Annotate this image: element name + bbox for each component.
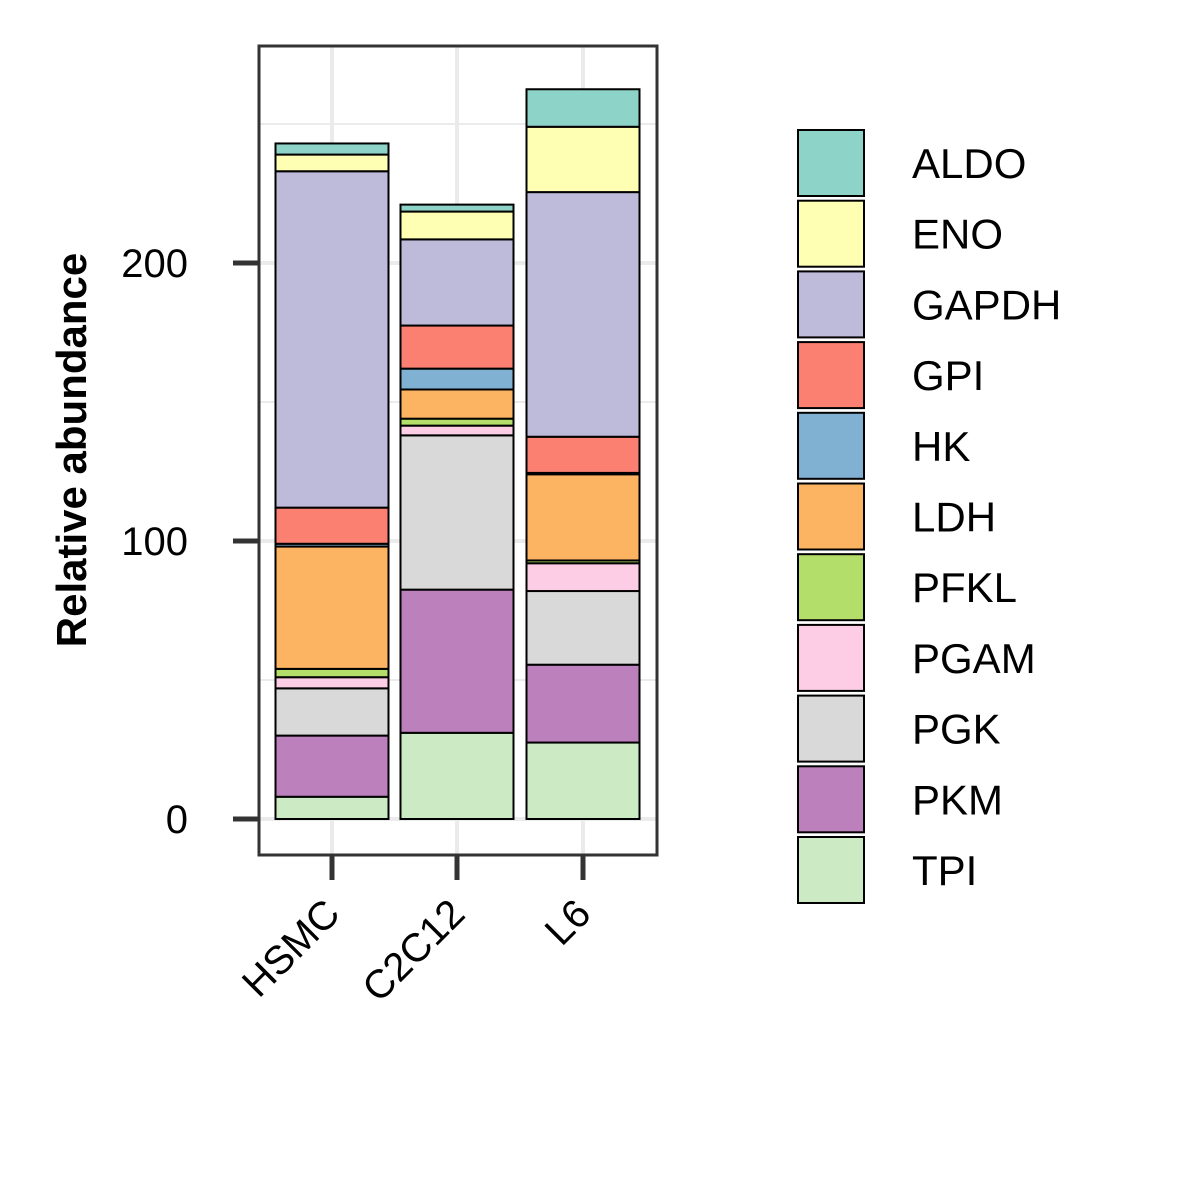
bar-segment-pgk-hsmc <box>274 687 390 737</box>
bar-segment-pgk-l6 <box>525 590 641 666</box>
legend-swatch <box>797 129 865 197</box>
legend: ALDO ENO GAPDH GPI HK LDH PFKL PGAM PGK PKM TPI <box>797 129 1061 904</box>
bar-segment-gpi-hsmc <box>274 506 390 545</box>
bar-segment-aldo-c2c12 <box>399 203 515 213</box>
bar-segment-hk-c2c12 <box>399 367 515 391</box>
legend-label: PGK <box>912 706 1001 753</box>
bar-segment-ldh-l6 <box>525 473 641 562</box>
bar-stack-l6 <box>525 88 641 820</box>
legend-swatch <box>797 623 865 692</box>
bar-segment-gapdh-hsmc <box>274 170 390 509</box>
legend-label: GPI <box>912 352 984 399</box>
bar-stack-hsmc <box>274 142 390 821</box>
bar-segment-pfkl-c2c12 <box>399 417 515 427</box>
legend-swatch <box>797 411 865 480</box>
legend-label: PFKL <box>912 564 1017 611</box>
bar-segment-eno-c2c12 <box>399 210 515 241</box>
x-tick-label: C2C12 <box>354 891 473 1010</box>
bar-segment-gapdh-c2c12 <box>399 238 515 327</box>
legend-item-ldh: LDH <box>797 482 996 551</box>
legend-swatch <box>797 482 865 551</box>
bar-segment-aldo-l6 <box>525 88 641 128</box>
legend-label: ALDO <box>912 140 1026 187</box>
bar-segment-ldh-hsmc <box>274 545 390 670</box>
bar-segment-aldo-hsmc <box>274 142 390 156</box>
legend-swatch <box>797 199 865 268</box>
legend-item-eno: ENO <box>797 199 1003 268</box>
legend-swatch <box>797 765 865 834</box>
legend-item-aldo: ALDO <box>797 129 1026 197</box>
bar-segment-eno-l6 <box>525 125 641 194</box>
legend-label: ENO <box>912 211 1003 258</box>
legend-swatch <box>797 694 865 763</box>
bar-segment-tpi-l6 <box>525 741 641 820</box>
legend-item-gpi: GPI <box>797 341 984 410</box>
legend-label: TPI <box>912 847 977 894</box>
bar-stacks <box>274 88 641 821</box>
legend-item-gapdh: GAPDH <box>797 270 1061 339</box>
legend-item-pgk: PGK <box>797 694 1001 763</box>
bar-segment-tpi-c2c12 <box>399 731 515 821</box>
legend-swatch <box>797 270 865 339</box>
bar-segment-gpi-c2c12 <box>399 324 515 370</box>
y-tick-label: 100 <box>121 520 188 564</box>
legend-label: PGAM <box>912 635 1036 682</box>
legend-swatch <box>797 553 865 622</box>
bar-segment-pkm-hsmc <box>274 734 390 798</box>
legend-label: LDH <box>912 494 996 541</box>
legend-item-tpi: TPI <box>797 836 977 904</box>
bar-segment-pgam-l6 <box>525 562 641 593</box>
bar-segment-tpi-hsmc <box>274 795 390 821</box>
legend-label: HK <box>912 423 970 470</box>
bar-segment-pkm-l6 <box>525 663 641 744</box>
y-tick-label: 0 <box>166 798 188 842</box>
y-tick-label: 200 <box>121 242 188 286</box>
legend-item-hk: HK <box>797 411 970 480</box>
legend-swatch <box>797 341 865 410</box>
legend-item-pfkl: PFKL <box>797 553 1017 622</box>
x-tick-label: HSMC <box>234 891 348 1005</box>
legend-item-pgam: PGAM <box>797 623 1036 692</box>
legend-label: GAPDH <box>912 281 1061 328</box>
bar-segment-pgam-c2c12 <box>399 424 515 437</box>
bar-segment-gapdh-l6 <box>525 191 641 438</box>
x-axis: HSMC C2C12 L6 <box>234 855 599 1010</box>
legend-item-pkm: PKM <box>797 765 1003 834</box>
legend-swatch <box>797 836 865 904</box>
x-tick-label: L6 <box>537 891 600 954</box>
bar-segment-pfkl-hsmc <box>274 667 390 679</box>
bar-segment-pkm-c2c12 <box>399 588 515 734</box>
bar-segment-pgam-hsmc <box>274 676 390 690</box>
bar-segment-eno-hsmc <box>274 153 390 173</box>
legend-label: PKM <box>912 776 1003 823</box>
y-axis: 0 100 200 <box>121 242 259 842</box>
bar-segment-ldh-c2c12 <box>399 388 515 420</box>
bar-segment-pgk-c2c12 <box>399 434 515 591</box>
bar-segment-gpi-l6 <box>525 435 641 474</box>
y-axis-title: Relative abundance <box>48 253 95 647</box>
bar-stack-c2c12 <box>399 203 515 821</box>
